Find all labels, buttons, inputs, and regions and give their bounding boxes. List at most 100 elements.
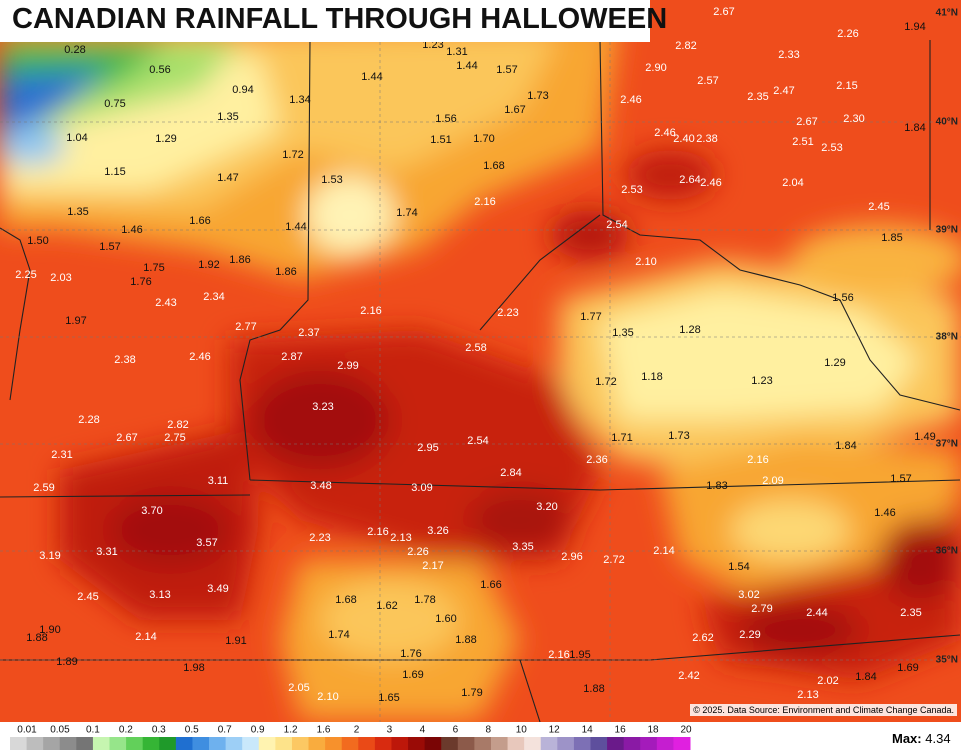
rain-label: 2.42 bbox=[678, 670, 699, 682]
rain-label: 1.72 bbox=[595, 376, 616, 388]
rain-label: 3.57 bbox=[196, 537, 217, 549]
legend-swatch bbox=[10, 737, 28, 750]
rain-label: 1.88 bbox=[26, 632, 47, 644]
legend-tick-label: 0.3 bbox=[152, 725, 166, 736]
rain-label: 1.97 bbox=[65, 315, 86, 327]
rain-label: 2.31 bbox=[51, 449, 72, 461]
rain-label: 1.76 bbox=[130, 276, 151, 288]
legend-swatch bbox=[524, 737, 542, 750]
rain-label: 2.54 bbox=[606, 219, 627, 231]
rain-label: 2.43 bbox=[155, 297, 176, 309]
rain-label: 1.15 bbox=[104, 166, 125, 178]
legend-tick-label: 3 bbox=[387, 725, 393, 736]
rain-label: 1.44 bbox=[456, 60, 477, 72]
latitude-label: 36°N bbox=[936, 546, 958, 557]
rain-label: 2.72 bbox=[603, 554, 624, 566]
rain-label: 2.02 bbox=[817, 675, 838, 687]
legend-tick-label: 0.2 bbox=[119, 725, 133, 736]
rain-label: 2.10 bbox=[635, 256, 656, 268]
rain-label: 2.26 bbox=[837, 28, 858, 40]
rain-label: 2.46 bbox=[700, 177, 721, 189]
legend-swatch bbox=[507, 737, 525, 750]
rain-label: 2.47 bbox=[773, 85, 794, 97]
rain-label: 2.90 bbox=[645, 62, 666, 74]
legend-swatch bbox=[175, 737, 193, 750]
latitude-label: 39°N bbox=[936, 225, 958, 236]
rain-label: 3.13 bbox=[149, 589, 170, 601]
rain-label: 2.77 bbox=[235, 321, 256, 333]
rain-label: 1.92 bbox=[198, 259, 219, 271]
rain-label: 2.67 bbox=[796, 116, 817, 128]
rain-label: 1.57 bbox=[890, 473, 911, 485]
rain-label: 1.18 bbox=[641, 371, 662, 383]
latitude-label: 40°N bbox=[936, 117, 958, 128]
rain-label: 3.19 bbox=[39, 550, 60, 562]
rain-label: 2.53 bbox=[621, 184, 642, 196]
rain-label: 2.05 bbox=[288, 682, 309, 694]
rain-label: 1.62 bbox=[376, 600, 397, 612]
labels: 0.28 0.56 0.94 0.75 1.04 1.29 1.35 1.15 1.47 1.35… bbox=[15, 6, 958, 704]
rain-label: 2.51 bbox=[792, 136, 813, 148]
rain-label: 2.64 bbox=[679, 174, 700, 186]
rain-label: 2.46 bbox=[654, 127, 675, 139]
rain-label: 1.84 bbox=[855, 671, 876, 683]
rain-label: 3.48 bbox=[310, 480, 331, 492]
rain-label: 2.46 bbox=[620, 94, 641, 106]
legend-swatch bbox=[490, 737, 509, 750]
legend-swatch bbox=[474, 737, 492, 750]
rain-label: 1.50 bbox=[27, 235, 48, 247]
rain-label: 3.35 bbox=[512, 541, 533, 553]
rain-label: 2.82 bbox=[167, 419, 188, 431]
rain-label: 0.75 bbox=[104, 98, 125, 110]
legend-swatch bbox=[26, 737, 44, 750]
rain-label: 2.25 bbox=[15, 269, 36, 281]
rain-label: 2.54 bbox=[467, 435, 488, 447]
legend-tick-label: 0.7 bbox=[218, 725, 232, 736]
rain-label: 1.76 bbox=[400, 648, 421, 660]
rain-label: 2.10 bbox=[317, 691, 338, 703]
rain-label: 1.51 bbox=[430, 134, 451, 146]
rain-label: 1.66 bbox=[480, 579, 501, 591]
legend-swatch bbox=[126, 737, 144, 750]
rain-label: 1.66 bbox=[189, 215, 210, 227]
rain-label: 1.44 bbox=[285, 221, 306, 233]
legend-tick-label: 20 bbox=[680, 725, 692, 736]
rain-label: 1.90 bbox=[39, 624, 60, 636]
legend-swatch bbox=[391, 737, 409, 750]
rain-label: 2.13 bbox=[390, 532, 411, 544]
legend-swatch bbox=[308, 737, 326, 750]
rain-label: 2.30 bbox=[843, 113, 864, 125]
rain-label: 2.37 bbox=[298, 327, 319, 339]
legend-tick-label: 2 bbox=[354, 725, 360, 736]
credit: © 2025. Data Source: Environment and Cli… bbox=[690, 704, 957, 716]
legend-swatch bbox=[43, 737, 61, 750]
rain-label: 1.68 bbox=[483, 160, 504, 172]
rain-label: 2.67 bbox=[713, 6, 734, 18]
legend-tick-label: 4 bbox=[420, 725, 426, 736]
legend-swatch bbox=[109, 737, 127, 750]
legend-swatch bbox=[457, 737, 475, 750]
legend-tick-label: 6 bbox=[453, 725, 459, 736]
title: CANADIAN RAINFALL THROUGH HALLOWEEN bbox=[12, 3, 668, 35]
latitude-label: 41°N bbox=[936, 8, 958, 19]
rain-label: 2.58 bbox=[465, 342, 486, 354]
rain-label: 2.96 bbox=[561, 551, 582, 563]
rain-label: 2.16 bbox=[367, 526, 388, 538]
rain-label: 0.94 bbox=[232, 84, 253, 96]
rain-label: 2.62 bbox=[692, 632, 713, 644]
rain-label: 2.34 bbox=[203, 291, 224, 303]
legend-swatch bbox=[623, 737, 641, 750]
rain-label: 1.72 bbox=[282, 149, 303, 161]
legend-tick-label: 18 bbox=[647, 725, 659, 736]
rain-label: 2.23 bbox=[497, 307, 518, 319]
rain-label: 2.44 bbox=[806, 607, 827, 619]
legend-swatch bbox=[242, 737, 260, 750]
legend-swatch bbox=[590, 737, 608, 750]
latitude-label: 37°N bbox=[936, 439, 958, 450]
legend-tick-label: 16 bbox=[615, 725, 627, 736]
rain-label: 2.84 bbox=[500, 467, 521, 479]
rain-label: 2.03 bbox=[50, 272, 71, 284]
rain-label: 2.35 bbox=[747, 91, 768, 103]
